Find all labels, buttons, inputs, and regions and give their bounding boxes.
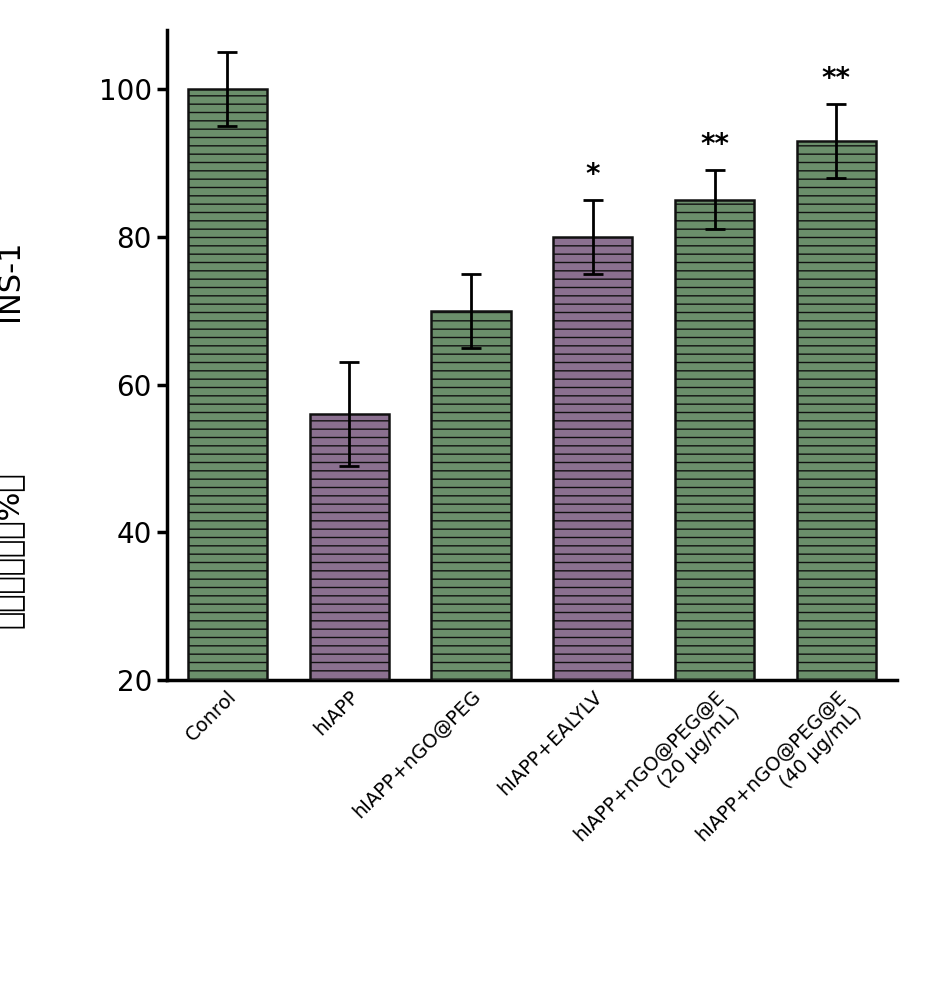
- Bar: [553, 237, 633, 828]
- Text: INS-1: INS-1: [0, 239, 24, 321]
- Bar: [188, 89, 267, 828]
- Text: **: **: [700, 131, 729, 159]
- Bar: [431, 311, 511, 828]
- Text: **: **: [821, 65, 851, 93]
- Bar: [796, 141, 876, 828]
- Bar: [675, 200, 754, 828]
- Bar: [310, 414, 388, 828]
- Text: *: *: [586, 161, 600, 189]
- Text: 细胞存活率（%）: 细胞存活率（%）: [0, 472, 24, 628]
